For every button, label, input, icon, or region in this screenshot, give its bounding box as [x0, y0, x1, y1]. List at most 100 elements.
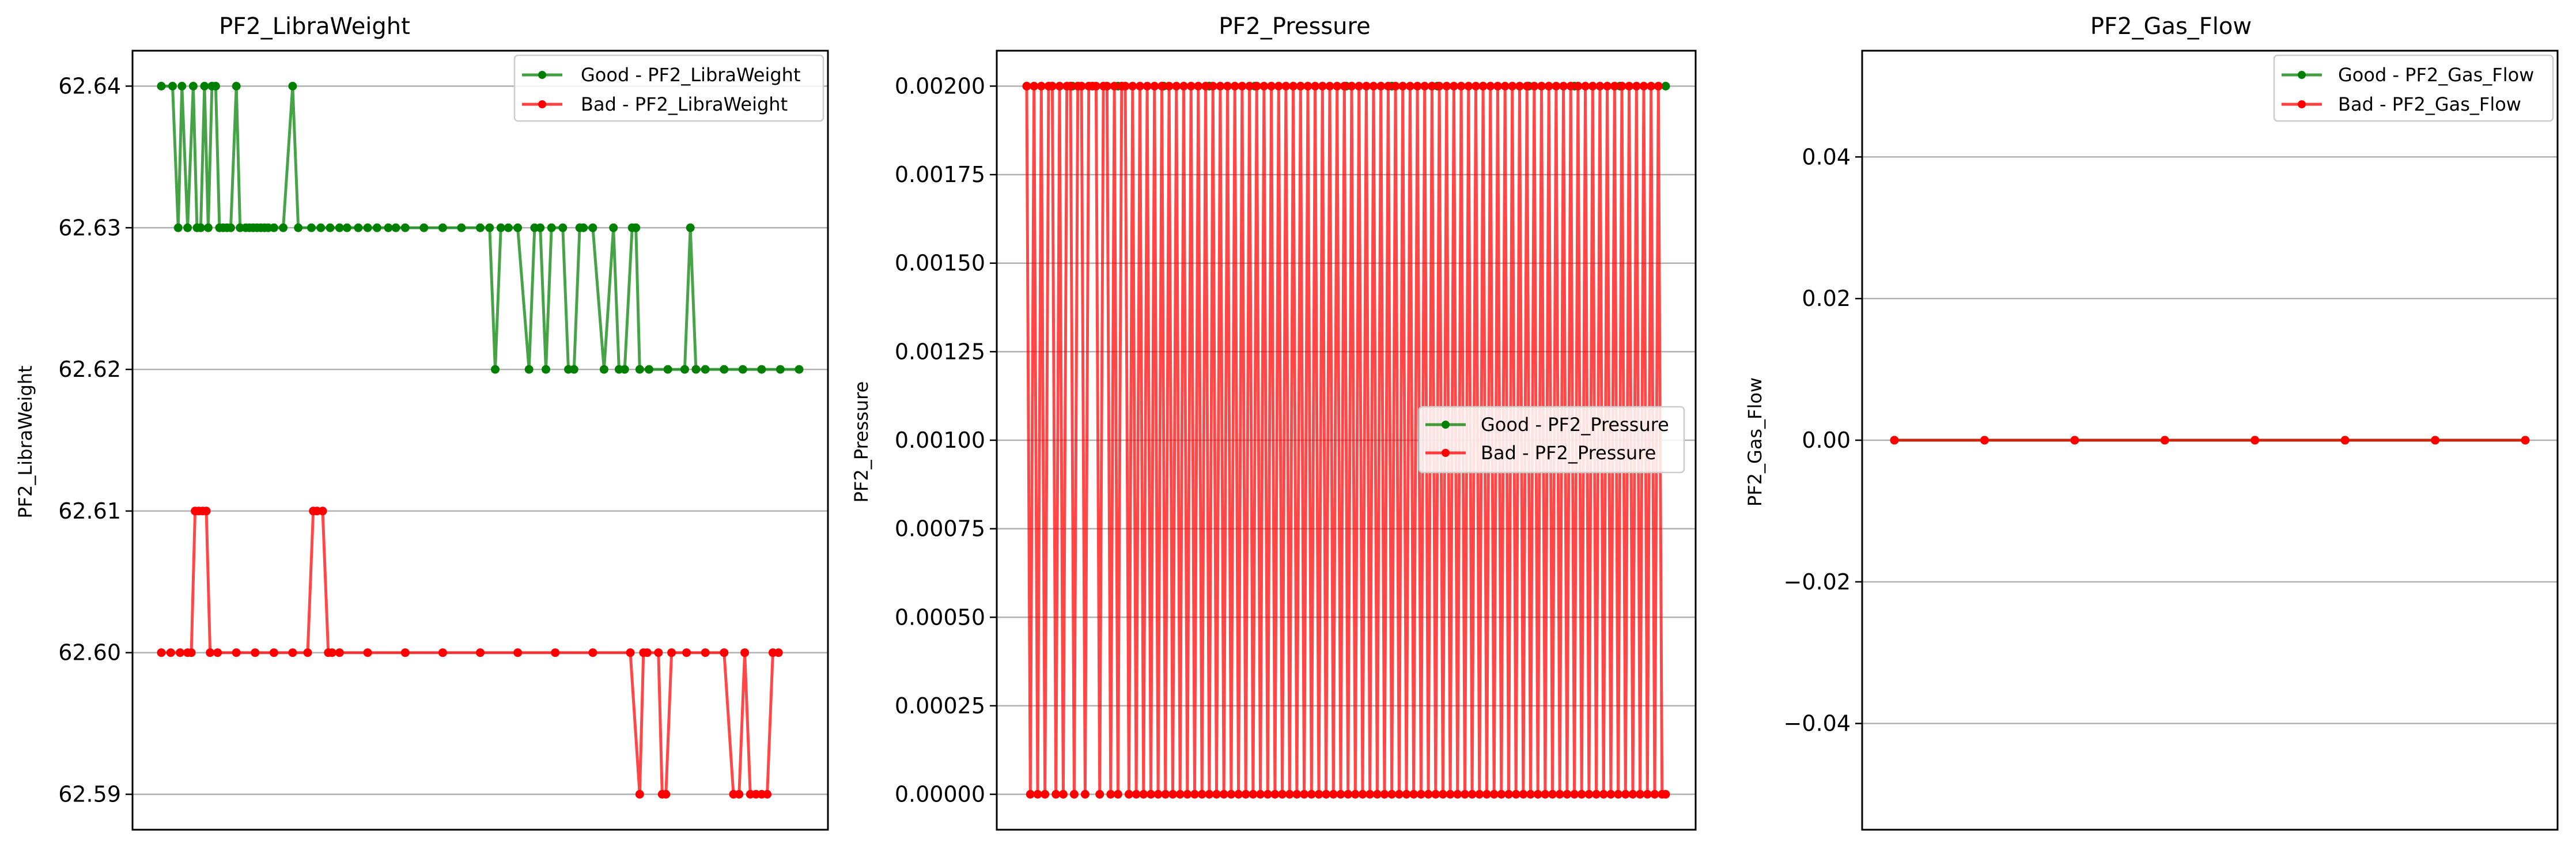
data-point-bad [1617, 82, 1626, 90]
data-point-bad [1153, 790, 1163, 799]
legend-label-bad: Bad - PF2_Gas_Flow [2338, 93, 2521, 115]
data-point-good [701, 365, 710, 374]
data-point-bad [1183, 790, 1192, 799]
data-point-bad [1223, 82, 1232, 90]
legend-label-good: Good - PF2_LibraWeight [581, 64, 801, 86]
plot-frame [131, 50, 829, 831]
data-point-good [631, 223, 641, 232]
data-point-bad [1438, 790, 1447, 799]
data-point-bad [1041, 790, 1050, 799]
data-point-bad [1435, 82, 1444, 90]
data-point-bad [1563, 790, 1572, 799]
data-point-bad [1190, 790, 1199, 799]
data-point-bad [1584, 790, 1594, 799]
data-point-bad [1270, 790, 1280, 799]
data-point-bad [1278, 790, 1287, 799]
data-point-bad [1026, 790, 1035, 799]
data-point-good [609, 223, 618, 232]
data-point-good [307, 223, 316, 232]
data-point-bad [1628, 790, 1637, 799]
data-point-bad [1486, 82, 1495, 90]
data-point-bad [1340, 82, 1349, 90]
legend-marker-good [2298, 71, 2306, 79]
data-point-bad [551, 648, 560, 657]
data-point-bad [1259, 82, 1269, 90]
data-point-bad [1654, 82, 1663, 90]
data-point-good [588, 223, 597, 232]
data-point-bad [187, 648, 196, 657]
data-point-bad [1526, 790, 1535, 799]
data-point-bad [1158, 82, 1166, 90]
data-point-bad [1314, 790, 1323, 799]
data-point-bad [1647, 82, 1656, 90]
legend-marker-good [538, 71, 546, 79]
data-point-bad [1058, 790, 1068, 799]
data-point-bad [1303, 82, 1312, 90]
data-point-bad [1650, 790, 1659, 799]
data-point-good [363, 223, 372, 232]
data-point-bad [1102, 82, 1111, 90]
data-point-bad [1329, 790, 1338, 799]
data-point-bad [1405, 82, 1414, 90]
data-point-good [335, 223, 344, 232]
data-point-bad [213, 648, 222, 657]
data-point-bad [1599, 790, 1608, 799]
data-point-bad [1541, 790, 1550, 799]
chart-panel-libra-weight: PF2_LibraWeight PF2_LibraWeight 62.59 62.… [14, 13, 829, 831]
data-point-bad [269, 648, 278, 657]
legend-label-good: Good - PF2_Pressure [1481, 414, 1669, 436]
data-point-bad [1139, 790, 1148, 799]
data-point-bad [1285, 790, 1294, 799]
data-point-good [211, 82, 220, 90]
data-point-bad [513, 648, 523, 657]
data-point-bad [1147, 790, 1155, 799]
data-point-bad [1446, 790, 1455, 799]
data-point-bad [1610, 82, 1619, 90]
data-point-bad [588, 648, 597, 657]
data-point-bad [1106, 790, 1115, 799]
y-tick-label: 0.00000 [895, 782, 985, 807]
data-point-bad [1230, 82, 1239, 90]
data-point-good [438, 223, 447, 232]
data-point-bad [1344, 790, 1353, 799]
data-point-bad [2340, 436, 2350, 445]
plot-frame [1861, 50, 2559, 831]
data-point-good [496, 223, 505, 232]
data-point-bad [1128, 82, 1137, 90]
plot-frame [996, 50, 1697, 831]
data-point-good [476, 223, 485, 232]
data-point-bad [1606, 790, 1616, 799]
data-point-bad [327, 648, 336, 657]
y-tick-label: 62.59 [58, 782, 121, 807]
data-point-good [342, 223, 351, 232]
data-point-good [226, 223, 235, 232]
data-point-bad [1636, 790, 1645, 799]
legend-label-good: Good - PF2_Gas_Flow [2338, 64, 2534, 86]
data-point-good [168, 82, 177, 90]
data-point-good [279, 223, 288, 232]
series-markers-bad [1022, 82, 1670, 799]
data-point-bad [1457, 82, 1466, 90]
data-point-bad [1296, 82, 1305, 90]
series-line-bad [1025, 85, 1666, 796]
data-point-bad [1333, 82, 1342, 90]
legend-box [1418, 406, 1685, 474]
data-point-bad [1267, 82, 1276, 90]
y-tick-label: 0.00125 [895, 339, 985, 364]
data-point-good [524, 365, 534, 374]
data-point-good [316, 223, 326, 232]
data-point-bad [1592, 790, 1601, 799]
data-point-bad [1372, 790, 1382, 799]
data-point-bad [1066, 82, 1075, 90]
data-point-bad [1077, 82, 1086, 90]
data-point-bad [1336, 790, 1345, 799]
data-point-bad [1322, 790, 1331, 799]
data-point-bad [1504, 790, 1513, 799]
chart-title: PF2_Pressure [1219, 13, 1370, 40]
data-point-bad [1376, 82, 1386, 90]
legend-label-bad: Bad - PF2_LibraWeight [581, 93, 788, 115]
data-point-bad [1427, 82, 1436, 90]
data-point-good [645, 365, 653, 374]
data-point-bad [2521, 436, 2530, 445]
y-tick-label: 0.04 [1802, 144, 1851, 169]
